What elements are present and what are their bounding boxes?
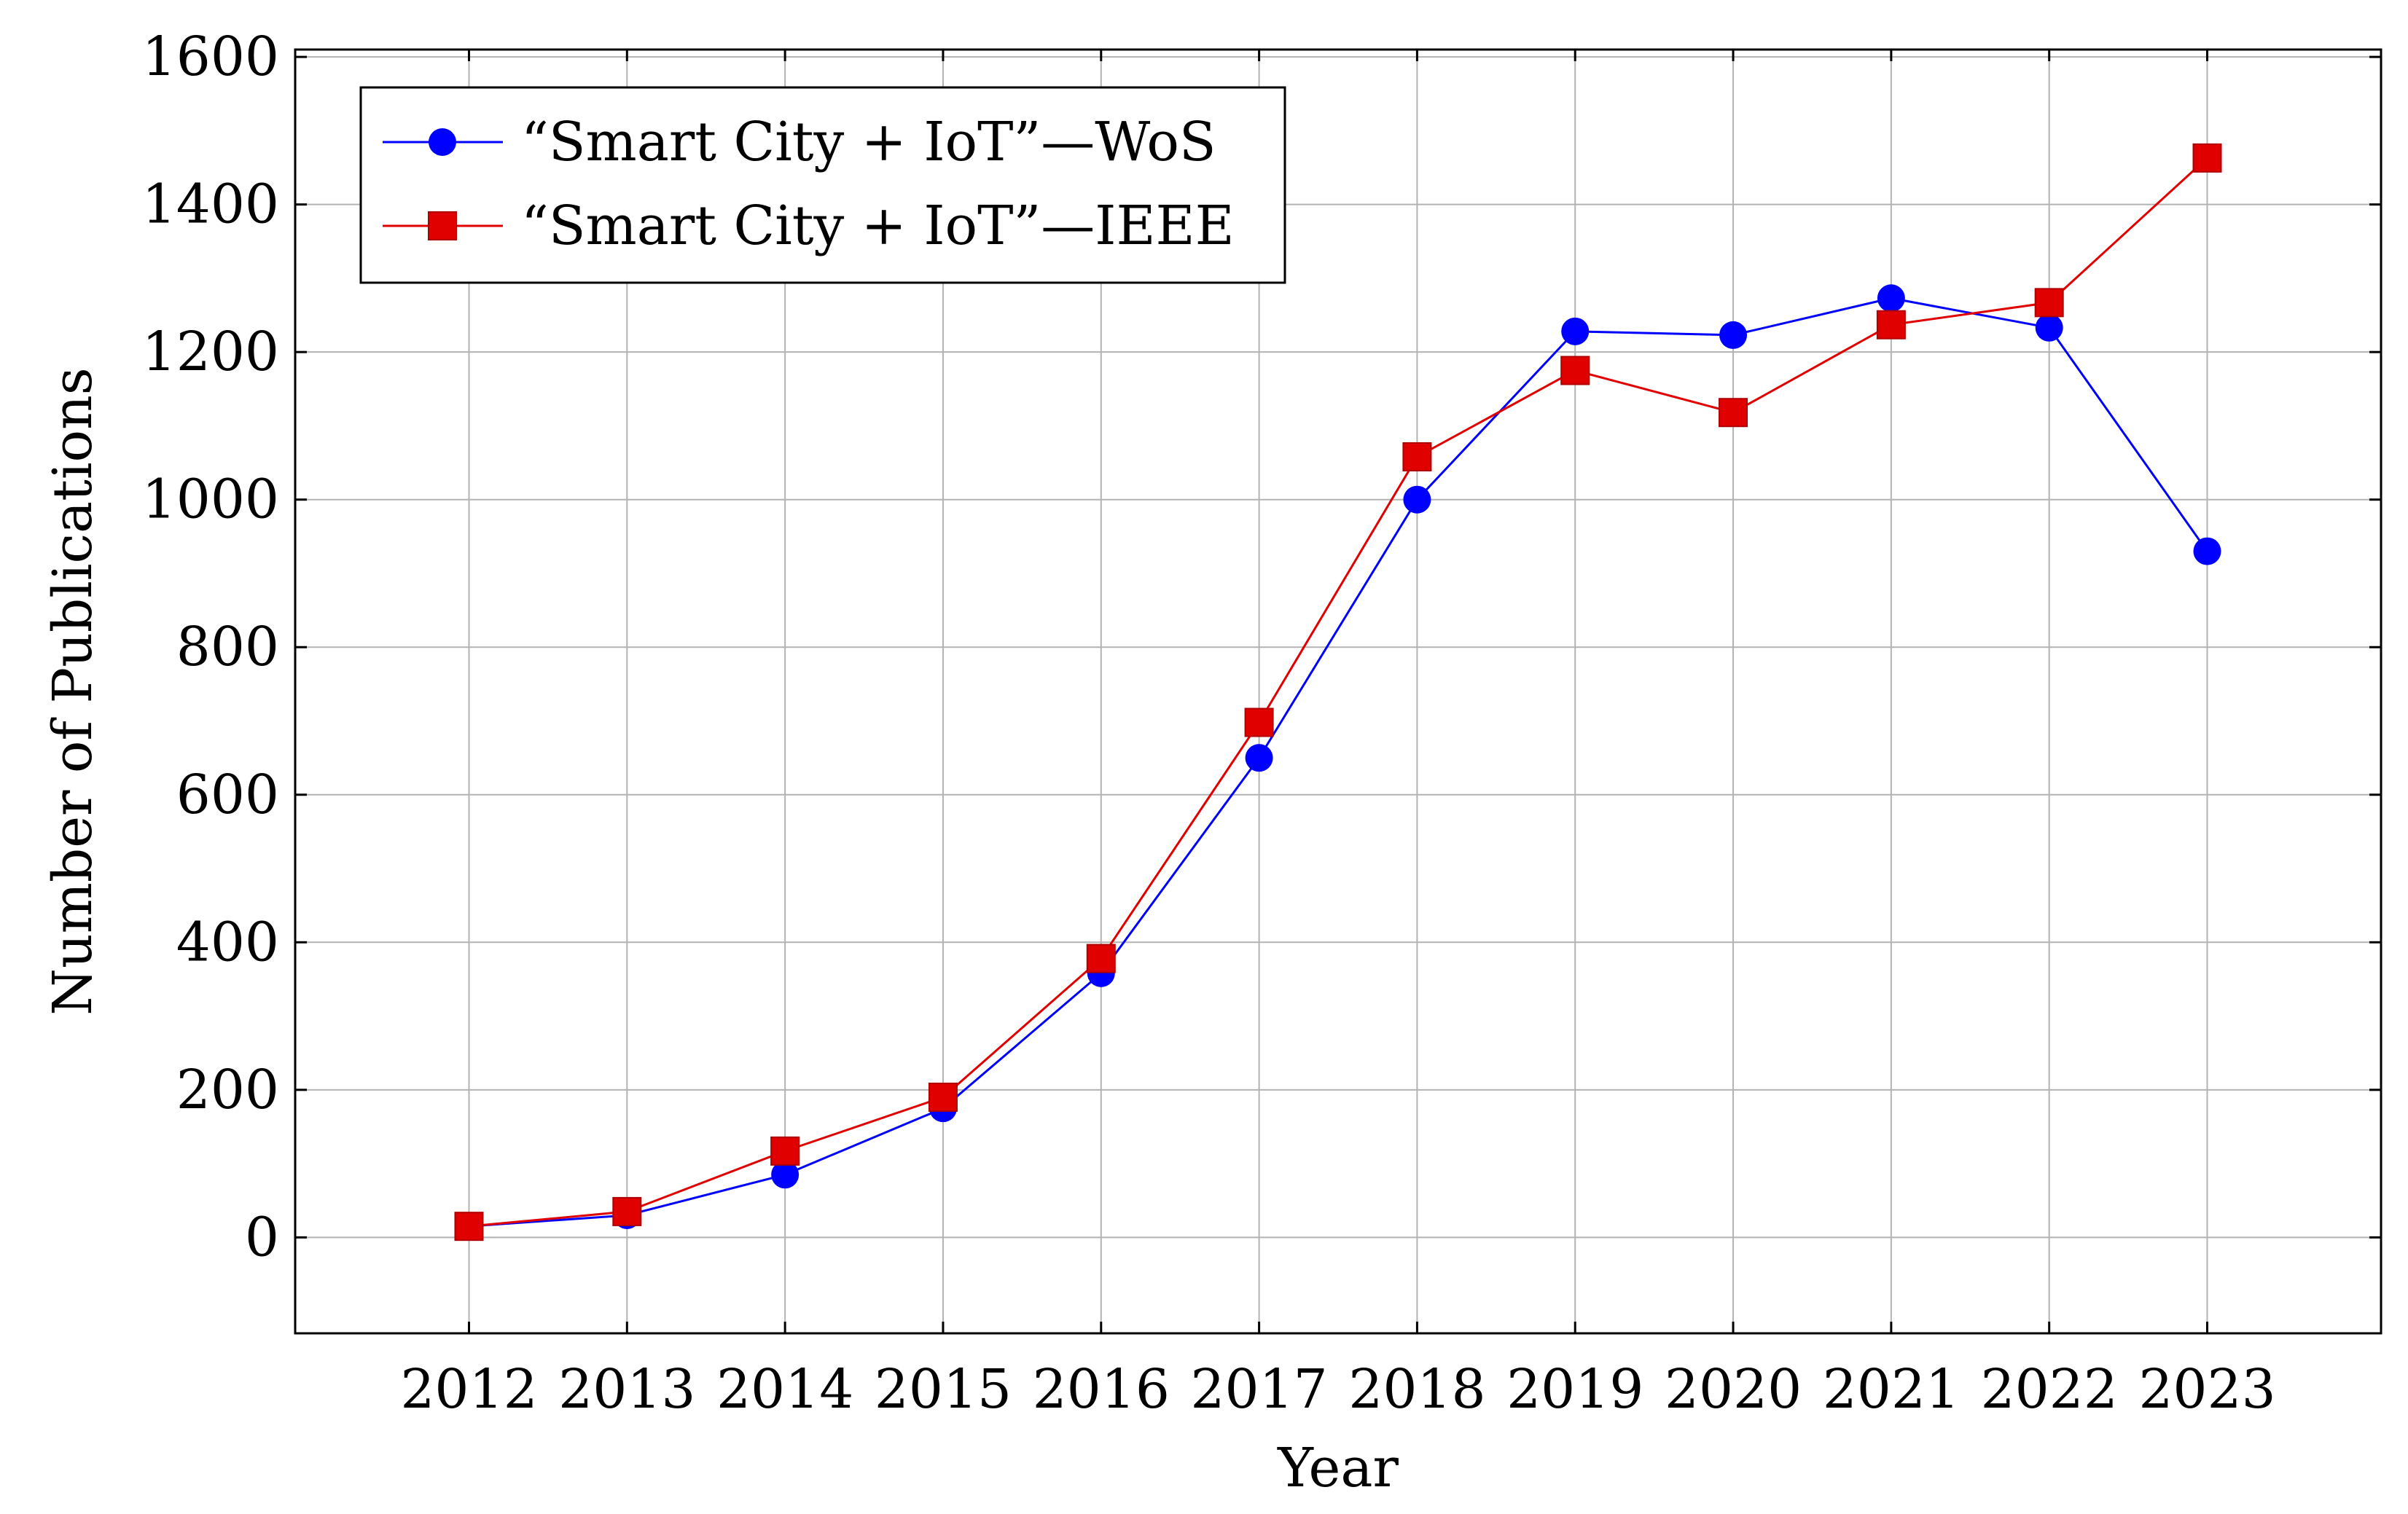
series-markers	[454, 143, 2222, 1242]
data-point-ieee-2015	[928, 1082, 958, 1112]
y-tick-label: 1400	[142, 173, 279, 236]
x-tick-label: 2018	[1348, 1358, 1485, 1421]
legend-wos-marker	[429, 128, 456, 156]
x-tick-label: 2015	[875, 1358, 1012, 1421]
data-point-ieee-2023	[2192, 143, 2222, 173]
x-tick-label: 2014	[716, 1358, 853, 1421]
data-point-wos-2019	[1561, 317, 1590, 345]
data-point-wos-2020	[1719, 321, 1748, 349]
legend: “Smart City + IoT”—WoS “Smart City + IoT…	[359, 86, 1286, 284]
x-tick-label: 2022	[1981, 1358, 2118, 1421]
x-tick-label: 2021	[1823, 1358, 1960, 1421]
y-tick-label: 1600	[142, 26, 279, 88]
data-point-ieee-2020	[1719, 398, 1748, 428]
legend-ieee-label: “Smart City + IoT”—IEEE	[521, 195, 1235, 257]
x-tick-label: 2020	[1665, 1358, 1802, 1421]
data-point-ieee-2018	[1402, 442, 1432, 471]
series-line-ieee	[469, 157, 2208, 1228]
data-point-ieee-2022	[2034, 288, 2064, 318]
legend-wos-label: “Smart City + IoT”—WoS	[521, 111, 1216, 173]
data-point-wos-2022	[2035, 313, 2063, 342]
y-tick-label: 600	[176, 764, 279, 826]
data-point-ieee-2019	[1560, 356, 1590, 385]
x-axis-title: Year	[1277, 1437, 1399, 1499]
x-tick-label: 2023	[2138, 1358, 2275, 1421]
legend-box	[359, 86, 1286, 284]
plot-area-frame	[294, 48, 2382, 1335]
data-point-ieee-2012	[454, 1212, 484, 1242]
data-point-ieee-2021	[1876, 310, 1906, 340]
y-tick-label: 800	[176, 616, 279, 678]
data-point-wos-2023	[2193, 537, 2221, 565]
data-point-ieee-2013	[612, 1196, 642, 1226]
data-point-ieee-2014	[770, 1136, 800, 1166]
y-tick-label: 200	[176, 1059, 279, 1121]
series-lines	[469, 157, 2208, 1228]
y-axis-title: Number of Publications	[42, 367, 104, 1015]
x-tick-label: 2012	[400, 1358, 537, 1421]
data-point-ieee-2016	[1086, 944, 1116, 973]
data-point-wos-2021	[1877, 284, 1905, 313]
y-tick-label: 1200	[142, 321, 279, 383]
x-tick-label: 2017	[1190, 1358, 1327, 1421]
data-point-wos-2018	[1403, 485, 1431, 514]
series-line-wos	[469, 297, 2208, 1228]
data-point-wos-2017	[1245, 744, 1273, 772]
x-tick-label: 2019	[1506, 1358, 1643, 1421]
y-tick-label: 0	[245, 1206, 279, 1268]
y-tick-label: 1000	[142, 468, 279, 531]
axis-ticks	[295, 50, 2381, 1333]
x-tick-label: 2016	[1033, 1358, 1170, 1421]
x-tick-label: 2013	[558, 1358, 695, 1421]
legend-ieee-marker	[428, 211, 457, 240]
y-tick-label: 400	[176, 911, 279, 973]
axis-tick-labels: 0 200 400 600 800 1000 1200 1400 1600 2012 2013 201…	[142, 26, 2276, 1421]
data-point-ieee-2017	[1244, 707, 1274, 737]
data-point-wos-2014	[771, 1161, 800, 1189]
